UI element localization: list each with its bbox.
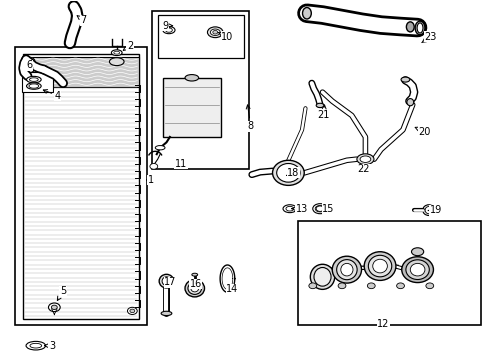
- Ellipse shape: [340, 264, 352, 276]
- Ellipse shape: [210, 29, 220, 36]
- Text: 14: 14: [226, 284, 238, 294]
- Ellipse shape: [406, 22, 413, 32]
- Ellipse shape: [367, 255, 391, 277]
- Ellipse shape: [336, 260, 356, 280]
- Ellipse shape: [114, 51, 120, 54]
- Ellipse shape: [30, 343, 41, 348]
- Text: 18: 18: [286, 168, 299, 178]
- Ellipse shape: [212, 31, 217, 34]
- Ellipse shape: [276, 163, 300, 182]
- Text: 19: 19: [427, 206, 441, 216]
- Ellipse shape: [29, 78, 38, 81]
- Ellipse shape: [283, 205, 296, 213]
- Text: 1: 1: [146, 175, 154, 185]
- Ellipse shape: [356, 154, 373, 165]
- Ellipse shape: [359, 156, 370, 162]
- Ellipse shape: [312, 204, 327, 214]
- Text: 8: 8: [245, 105, 253, 131]
- Ellipse shape: [163, 27, 175, 34]
- Text: 12: 12: [377, 319, 389, 329]
- Text: 5: 5: [57, 286, 66, 301]
- Circle shape: [396, 283, 404, 289]
- Ellipse shape: [285, 206, 293, 211]
- Bar: [21, 72, 53, 92]
- Text: 7: 7: [77, 15, 86, 26]
- Ellipse shape: [401, 257, 432, 283]
- Bar: [152, 12, 249, 169]
- Ellipse shape: [26, 341, 45, 350]
- Ellipse shape: [302, 8, 311, 19]
- Circle shape: [308, 283, 316, 289]
- Ellipse shape: [331, 256, 361, 283]
- Text: 15: 15: [322, 204, 334, 214]
- Ellipse shape: [190, 285, 198, 292]
- Ellipse shape: [316, 206, 324, 211]
- Ellipse shape: [409, 264, 424, 276]
- Ellipse shape: [162, 277, 170, 285]
- Bar: [158, 15, 244, 58]
- Circle shape: [27, 59, 32, 63]
- Text: 2: 2: [123, 41, 133, 50]
- Circle shape: [337, 283, 345, 289]
- Bar: [162, 78, 221, 137]
- Ellipse shape: [207, 27, 223, 38]
- Ellipse shape: [400, 77, 409, 82]
- Ellipse shape: [29, 84, 39, 88]
- Ellipse shape: [316, 103, 324, 108]
- Circle shape: [48, 303, 60, 312]
- Bar: [23, 54, 139, 319]
- Bar: [298, 221, 480, 325]
- Text: 6: 6: [26, 60, 33, 72]
- Ellipse shape: [111, 50, 122, 55]
- Ellipse shape: [424, 207, 431, 214]
- Text: 20: 20: [414, 127, 430, 136]
- Ellipse shape: [184, 75, 198, 81]
- Text: 21: 21: [317, 105, 329, 121]
- Bar: [23, 57, 139, 87]
- Bar: [15, 47, 147, 325]
- Ellipse shape: [187, 282, 201, 294]
- Text: 23: 23: [421, 32, 436, 42]
- Ellipse shape: [406, 99, 413, 106]
- Ellipse shape: [405, 260, 428, 279]
- Text: 4: 4: [43, 90, 61, 101]
- Text: 3: 3: [44, 341, 55, 351]
- Circle shape: [366, 283, 374, 289]
- Ellipse shape: [109, 58, 124, 66]
- Text: 10: 10: [218, 32, 233, 41]
- Ellipse shape: [422, 205, 434, 216]
- Ellipse shape: [191, 273, 197, 276]
- Ellipse shape: [26, 76, 41, 83]
- Ellipse shape: [364, 252, 395, 280]
- Ellipse shape: [184, 280, 204, 297]
- Text: 17: 17: [164, 277, 176, 287]
- Circle shape: [51, 305, 57, 310]
- Ellipse shape: [272, 160, 304, 185]
- Circle shape: [25, 57, 35, 64]
- Text: 22: 22: [357, 164, 369, 174]
- Text: 13: 13: [291, 204, 307, 214]
- Ellipse shape: [416, 23, 422, 33]
- Ellipse shape: [26, 83, 41, 89]
- Ellipse shape: [155, 145, 164, 150]
- Text: 11: 11: [175, 159, 187, 169]
- Circle shape: [127, 307, 137, 315]
- Text: 9: 9: [162, 21, 172, 31]
- Ellipse shape: [411, 248, 423, 256]
- Circle shape: [130, 309, 135, 313]
- Ellipse shape: [159, 274, 173, 288]
- Circle shape: [150, 163, 158, 169]
- Ellipse shape: [414, 21, 424, 35]
- Text: 16: 16: [189, 279, 202, 289]
- Ellipse shape: [310, 264, 334, 289]
- Ellipse shape: [165, 28, 172, 32]
- Circle shape: [425, 283, 433, 289]
- Ellipse shape: [372, 259, 386, 273]
- Ellipse shape: [313, 267, 330, 286]
- Ellipse shape: [161, 311, 171, 316]
